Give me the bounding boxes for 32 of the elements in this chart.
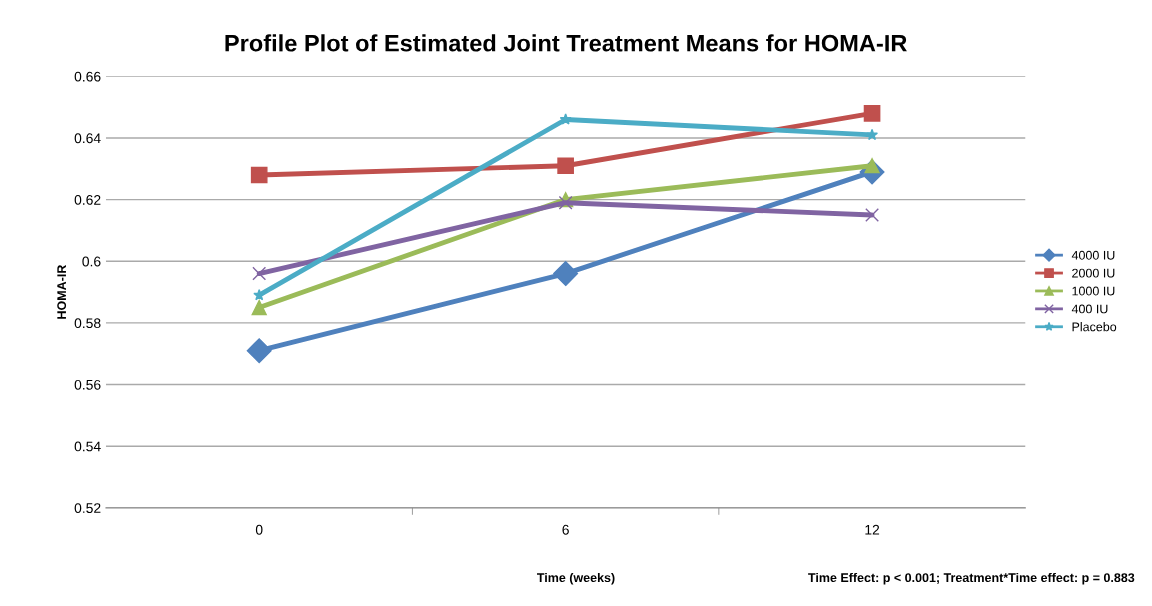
- point: [559, 113, 572, 125]
- x-axis-title: Time (weeks): [537, 572, 615, 585]
- y-tick-label: 0.64: [74, 133, 101, 144]
- legend-label: 4000 IU: [1071, 250, 1115, 260]
- point: [553, 261, 579, 287]
- y-tick-label: 0.52: [74, 503, 101, 513]
- y-tick-label: 0.56: [74, 379, 101, 390]
- point: [866, 128, 879, 141]
- point: [251, 299, 267, 316]
- x-tick-label: 12: [865, 524, 880, 535]
- legend-label: 1000 IU: [1072, 286, 1115, 296]
- x-tick-label: 0: [255, 524, 263, 535]
- legend-label: 400 IU: [1071, 304, 1108, 314]
- point: [863, 105, 881, 122]
- point: [246, 338, 272, 364]
- legend-label: 2000 IU: [1072, 268, 1115, 278]
- y-tick-label: 0.54: [74, 441, 101, 452]
- legend-label: Placebo: [1072, 322, 1117, 332]
- y-tick-label: 0.58: [74, 318, 101, 329]
- y-tick-label: 0.62: [74, 194, 101, 205]
- point: [252, 266, 267, 281]
- point: [250, 166, 268, 184]
- x-tick-label: 6: [562, 524, 569, 535]
- y-tick-label: 0.66: [74, 71, 101, 82]
- point: [253, 288, 266, 301]
- point: [865, 208, 880, 222]
- point: [557, 157, 574, 175]
- chart-title: Profile Plot of Estimated Joint Treatment Means for HOMA-IR: [225, 34, 907, 52]
- y-tick-label: 0.6: [82, 256, 101, 267]
- y-axis-title: HOMA-IR: [57, 264, 67, 319]
- text: Time Effect: p < 0.001; Treatment*Time effect: p = 0.883: [808, 572, 1135, 585]
- point: [558, 195, 573, 210]
